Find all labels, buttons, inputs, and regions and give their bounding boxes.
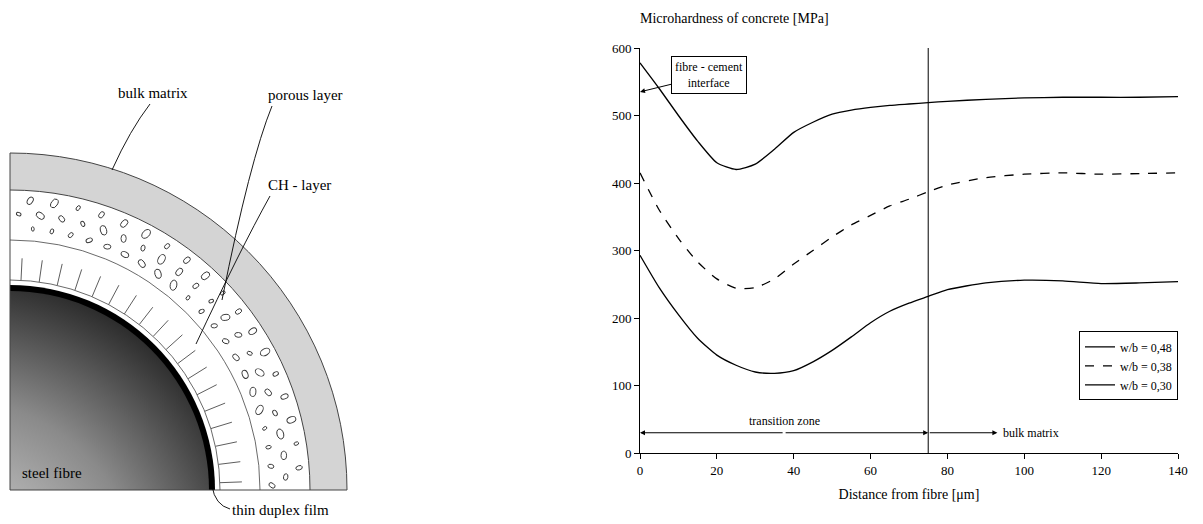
svg-text:transition zone: transition zone [749,414,820,428]
svg-text:300: 300 [612,243,632,258]
svg-text:60: 60 [864,463,877,478]
svg-text:w/b = 0,38: w/b = 0,38 [1120,360,1172,374]
svg-text:Microhardness of concrete [MPa: Microhardness of concrete [MPa] [640,11,829,26]
svg-text:porous layer: porous layer [268,87,343,103]
svg-text:20: 20 [710,463,723,478]
svg-text:w/b = 0,30: w/b = 0,30 [1120,379,1172,393]
svg-text:600: 600 [612,41,632,56]
svg-text:thin duplex film: thin duplex film [232,502,329,518]
svg-text:steel fibre: steel fibre [22,465,82,481]
svg-text:80: 80 [941,463,954,478]
svg-text:fibre - cementinterface: fibre - cementinterface [675,60,743,90]
svg-text:500: 500 [612,108,632,123]
svg-text:bulk matrix: bulk matrix [118,85,188,101]
svg-text:CH - layer: CH - layer [268,177,331,193]
svg-text:40: 40 [787,463,800,478]
svg-text:120: 120 [1091,463,1111,478]
svg-text:100: 100 [612,378,632,393]
svg-text:0: 0 [625,446,632,461]
svg-text:140: 140 [1168,463,1188,478]
svg-text:Distance from fibre [μm]: Distance from fibre [μm] [839,487,980,502]
svg-text:w/b = 0,48: w/b = 0,48 [1120,341,1172,355]
svg-text:400: 400 [612,176,632,191]
svg-text:0: 0 [637,463,644,478]
svg-text:200: 200 [612,311,632,326]
svg-text:bulk matrix: bulk matrix [1003,426,1059,440]
svg-text:100: 100 [1015,463,1035,478]
